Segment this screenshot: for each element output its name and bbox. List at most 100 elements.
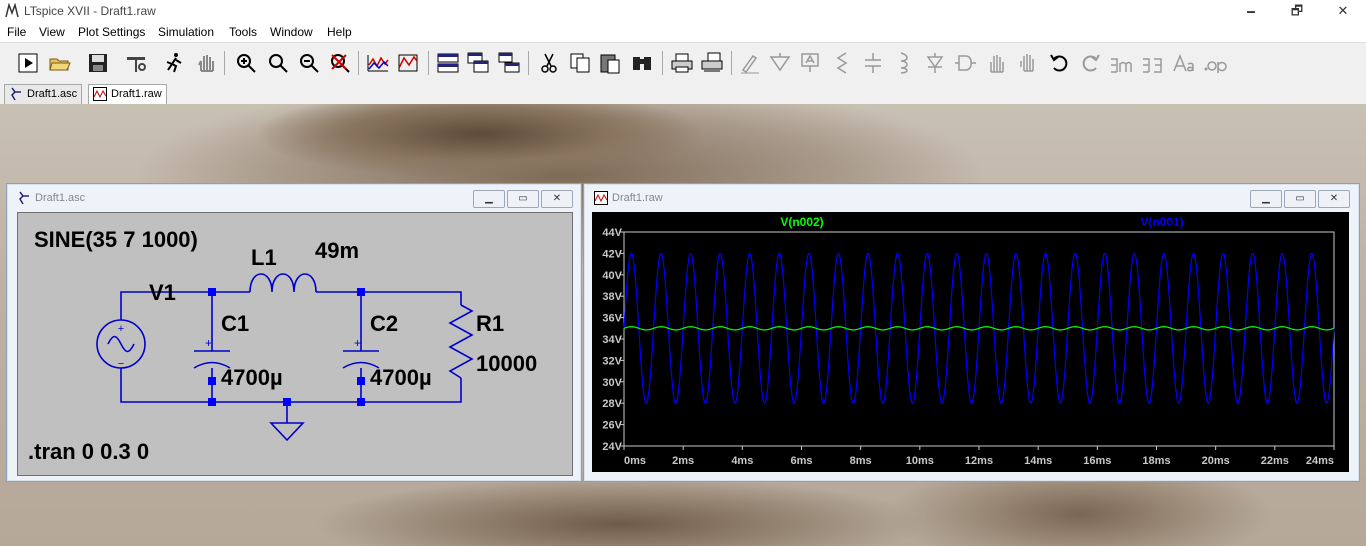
paste-icon[interactable] [598,51,622,75]
waveform-window-caption[interactable]: Draft1.raw ▁ ▭ ✕ [584,184,1359,212]
drag-icon[interactable] [1016,51,1040,75]
menu-tools[interactable]: Tools [229,25,258,39]
node-junction [208,288,216,296]
schematic-canvas[interactable]: + − + + SINE(35 7 1000) V1 L1 49m C1 470… [17,212,573,476]
node-junction [208,377,216,385]
print-setup-icon[interactable] [700,51,724,75]
restore-button[interactable]: 🗗 [1290,3,1304,18]
c1-label[interactable]: C1 [221,311,249,336]
menu-simulation[interactable]: Simulation [158,25,215,39]
menu-bar: File View Plot Settings Simulation Tools… [0,22,1366,42]
menu-file[interactable]: File [7,25,27,39]
document-tab-bar: Draft1.asc Draft1.raw [0,82,1366,105]
y-tick-label: 36V [602,313,622,325]
trace-v-n002[interactable] [623,326,1335,331]
wire-icon[interactable] [738,51,762,75]
save-icon[interactable] [86,51,110,75]
c2-value[interactable]: 4700µ [370,365,432,390]
r1-value[interactable]: 10000 [476,351,537,376]
l1-label[interactable]: L1 [251,245,277,270]
voltage-source-symbol[interactable] [96,319,146,369]
run-icon[interactable] [16,51,40,75]
c2-plus-sign: + [354,336,361,350]
waveform-icon [594,191,608,205]
toolbar-separator [224,51,225,75]
cascade-icon[interactable] [466,51,490,75]
control-panel-icon[interactable] [124,51,148,75]
pan-icon[interactable] [194,51,218,75]
close-button[interactable]: ✕ [1337,3,1349,18]
open-icon[interactable] [48,51,72,75]
tab-draft1-asc[interactable]: Draft1.asc [4,84,83,104]
schematic-window: Draft1.asc ▁ ▭ ✕ [6,183,582,482]
mdi-restore-button[interactable]: ▭ [1284,190,1316,208]
rotate-icon[interactable] [1108,51,1132,75]
mdi-restore-button[interactable]: ▭ [507,190,539,208]
node-junction [357,398,365,406]
c2-label[interactable]: C2 [370,311,398,336]
waveform-plot[interactable]: 24V 26V 28V 30V 32V 34V 36V 38V 40V 42V 44V 0ms 2ms… [592,212,1349,472]
menu-help[interactable]: Help [327,25,352,39]
mirror-icon[interactable] [1140,51,1164,75]
print-icon[interactable] [670,51,694,75]
x-tick-label: 8ms [850,455,872,467]
zoom-out-icon[interactable] [297,51,321,75]
copy-icon[interactable] [568,51,592,75]
inductor-icon[interactable] [891,51,915,75]
y-tick-label: 28V [602,398,622,410]
menu-view[interactable]: View [39,25,65,39]
y-tick-label: 40V [602,270,622,282]
toolbar [0,42,1366,84]
schematic-icon [11,87,21,101]
autorange-icon[interactable] [366,51,390,75]
l1-value[interactable]: 49m [315,238,359,263]
menu-plot-settings[interactable]: Plot Settings [78,25,146,39]
component-icon[interactable] [953,51,977,75]
move-icon[interactable] [985,51,1009,75]
tran-directive-text[interactable]: .tran 0 0.3 0 [28,439,149,464]
mdi-close-button[interactable]: ✕ [1318,190,1350,208]
x-tick-label: 24ms [1306,455,1334,467]
ltspice-app-icon[interactable] [4,3,20,19]
y-tick-label: 32V [602,355,622,367]
zoom-area-icon[interactable] [266,51,290,75]
y-tick-label: 30V [602,377,622,389]
undo-icon[interactable] [1048,51,1072,75]
halt-icon[interactable] [162,51,186,75]
menu-window[interactable]: Window [270,25,313,39]
y-tick-label: 26V [602,420,622,432]
mdi-close-button[interactable]: ✕ [541,190,573,208]
legend-v-n001[interactable]: V(n001) [1140,215,1183,229]
find-icon[interactable] [630,51,654,75]
source-directive-text[interactable]: SINE(35 7 1000) [34,227,198,252]
node-junction [283,398,291,406]
c1-value[interactable]: 4700µ [221,365,283,390]
zoom-in-icon[interactable] [234,51,258,75]
text-icon[interactable] [1172,51,1196,75]
redo-icon[interactable] [1078,51,1102,75]
diode-icon[interactable] [923,51,947,75]
resistor-icon[interactable] [830,51,854,75]
waveform-icon [93,87,107,101]
tile-horizontal-icon[interactable] [436,51,460,75]
window-title: LTspice XVII - Draft1.raw [24,4,156,18]
spice-directive-icon[interactable] [1203,51,1227,75]
legend-v-n002[interactable]: V(n002) [780,215,823,229]
tile-vertical-icon[interactable] [497,51,521,75]
mark-icon[interactable] [396,51,420,75]
source-minus-sign: − [118,358,124,370]
mdi-minimize-button[interactable]: ▁ [1250,190,1282,208]
label-net-icon[interactable] [798,51,822,75]
zoom-fit-icon[interactable] [328,51,352,75]
ground-icon[interactable] [768,51,792,75]
cut-icon[interactable] [537,51,561,75]
minimize-button[interactable]: 🗕 [1246,3,1256,18]
mdi-minimize-button[interactable]: ▁ [473,190,505,208]
r1-label[interactable]: R1 [476,311,504,336]
capacitor-icon[interactable] [861,51,885,75]
tab-label: Draft1.asc [27,88,78,100]
schematic-window-caption[interactable]: Draft1.asc ▁ ▭ ✕ [7,184,581,212]
y-tick-label: 44V [602,227,622,239]
v1-label[interactable]: V1 [149,280,176,305]
tab-draft1-raw[interactable]: Draft1.raw [88,84,167,104]
